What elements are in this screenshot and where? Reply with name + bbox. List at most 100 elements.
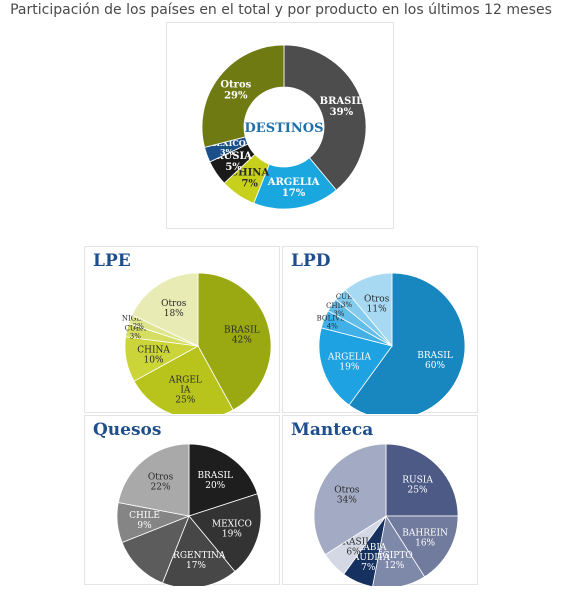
slice-label: BRASIL (197, 471, 233, 481)
slice-percent: 16% (415, 539, 435, 549)
panel-quesos: Quesos BRASIL 20% MEXICO 19% ARGENTINA 17% CHI… (84, 415, 280, 586)
slice-percent: 3% (220, 147, 234, 157)
slice-brasil (197, 272, 272, 411)
slice-label: CHINA (137, 345, 170, 355)
panel-lpd: LPD BRASIL 60% ARGELIA 19% BOLIVIA 4% CHINA 3% C… (282, 246, 478, 414)
slice-percent: 34% (337, 495, 357, 505)
slice-percent: 29% (224, 90, 248, 101)
slice-egipto (372, 514, 426, 586)
slice-percent: 20% (205, 481, 225, 491)
slice-percent: 4% (327, 323, 338, 331)
chart-lpd: BRASIL60%ARGELIA19%BOLIVIA4%CHINA3%CUBA3… (317, 272, 466, 414)
slice-label: CUBA (336, 293, 358, 301)
slice-label: EGIPTO (376, 551, 413, 561)
slice-label: BRASIL (336, 538, 372, 548)
slice-label: BRASIL (320, 96, 363, 107)
slice-label: ARABIA (349, 543, 387, 553)
slice-percent: 12% (384, 561, 404, 571)
slice-percent: 3% (333, 310, 344, 318)
slice-brasil (283, 44, 367, 191)
slice-label: MEXICO (212, 519, 252, 529)
slice-label: ARGEL (168, 375, 202, 385)
slice-label: Otros (161, 299, 187, 309)
slice-percent: 3% (341, 301, 352, 309)
slice-argel-ia (133, 345, 234, 414)
slice-label: ARGELIA (327, 352, 372, 362)
slice-label: Otros (364, 294, 390, 304)
slice-percent: 7% (241, 178, 258, 189)
slice-percent: 60% (425, 361, 445, 371)
slice-brasil (188, 443, 258, 517)
slice-label: BRASIL (417, 351, 453, 361)
slice-percent: 42% (232, 336, 252, 346)
slice-percent: 18% (164, 309, 184, 319)
slice-label: CHILE (129, 511, 160, 521)
slice-label: BRASIL (224, 326, 260, 336)
panel-destinos: BRASIL 39% ARGELIA 17% CHINA 7% RUSIA 5% MÉXICO 3… (166, 22, 394, 229)
slice-rusia (385, 443, 459, 517)
slice-label: CHINA (326, 302, 352, 310)
chart-destinos: BRASIL39%ARGELIA17%CHINA7%RUSIA5%MÉXICO3… (201, 44, 367, 210)
chart-manteca: RUSIA25%BAHREIN16%EGIPTO12%ARABIASAUDITA… (313, 443, 459, 586)
slice-percent: 9% (137, 521, 152, 531)
chart-title-quesos: Quesos (93, 420, 162, 440)
slice-label: CHINA (230, 167, 269, 178)
slice-percent: 39% (330, 107, 354, 118)
slice-percent: 19% (339, 362, 359, 372)
chart-title-lpe: LPE (93, 251, 131, 271)
slice-percent: 10% (144, 355, 164, 365)
slice-label: IA (180, 385, 191, 395)
slice-label: BAHREIN (402, 529, 448, 539)
slice-percent: 25% (175, 395, 195, 405)
slice-brasil (348, 272, 466, 414)
slice-slice-3 (121, 515, 190, 584)
slice-percent: 17% (282, 188, 306, 199)
slice-label: Otros (220, 79, 251, 90)
panel-manteca: Manteca RUSIA 25% BAHREIN 16% EGIPTO 12% ARABI… (282, 415, 478, 586)
slice-otros (131, 272, 199, 347)
slice-label: NIGERIA (122, 315, 156, 323)
slice-argelia (318, 327, 393, 406)
slice-percent: 11% (367, 304, 387, 314)
slice-percent: 19% (222, 529, 242, 539)
slice-label: RUSIA (402, 475, 433, 485)
chart-title-manteca: Manteca (291, 420, 374, 440)
page-title: Participación de los países en el total … (10, 2, 552, 18)
slice-otros (313, 443, 387, 556)
slice-otros (201, 44, 285, 148)
slice-label: BOLIVIA (317, 315, 349, 323)
slice-percent: 22% (151, 483, 171, 493)
chart-title-lpd: LPD (291, 251, 331, 271)
slice-percent: 25% (408, 485, 428, 495)
slice-label: SAUDITA (347, 553, 391, 563)
slice-otros (344, 272, 393, 348)
slice-label: MÉXICO (207, 138, 245, 148)
slice-percent: 7% (361, 563, 376, 573)
donut-center-title: DESTINOS (245, 121, 324, 136)
slice-label: Otros (148, 473, 174, 483)
slice-mexico (188, 493, 262, 573)
